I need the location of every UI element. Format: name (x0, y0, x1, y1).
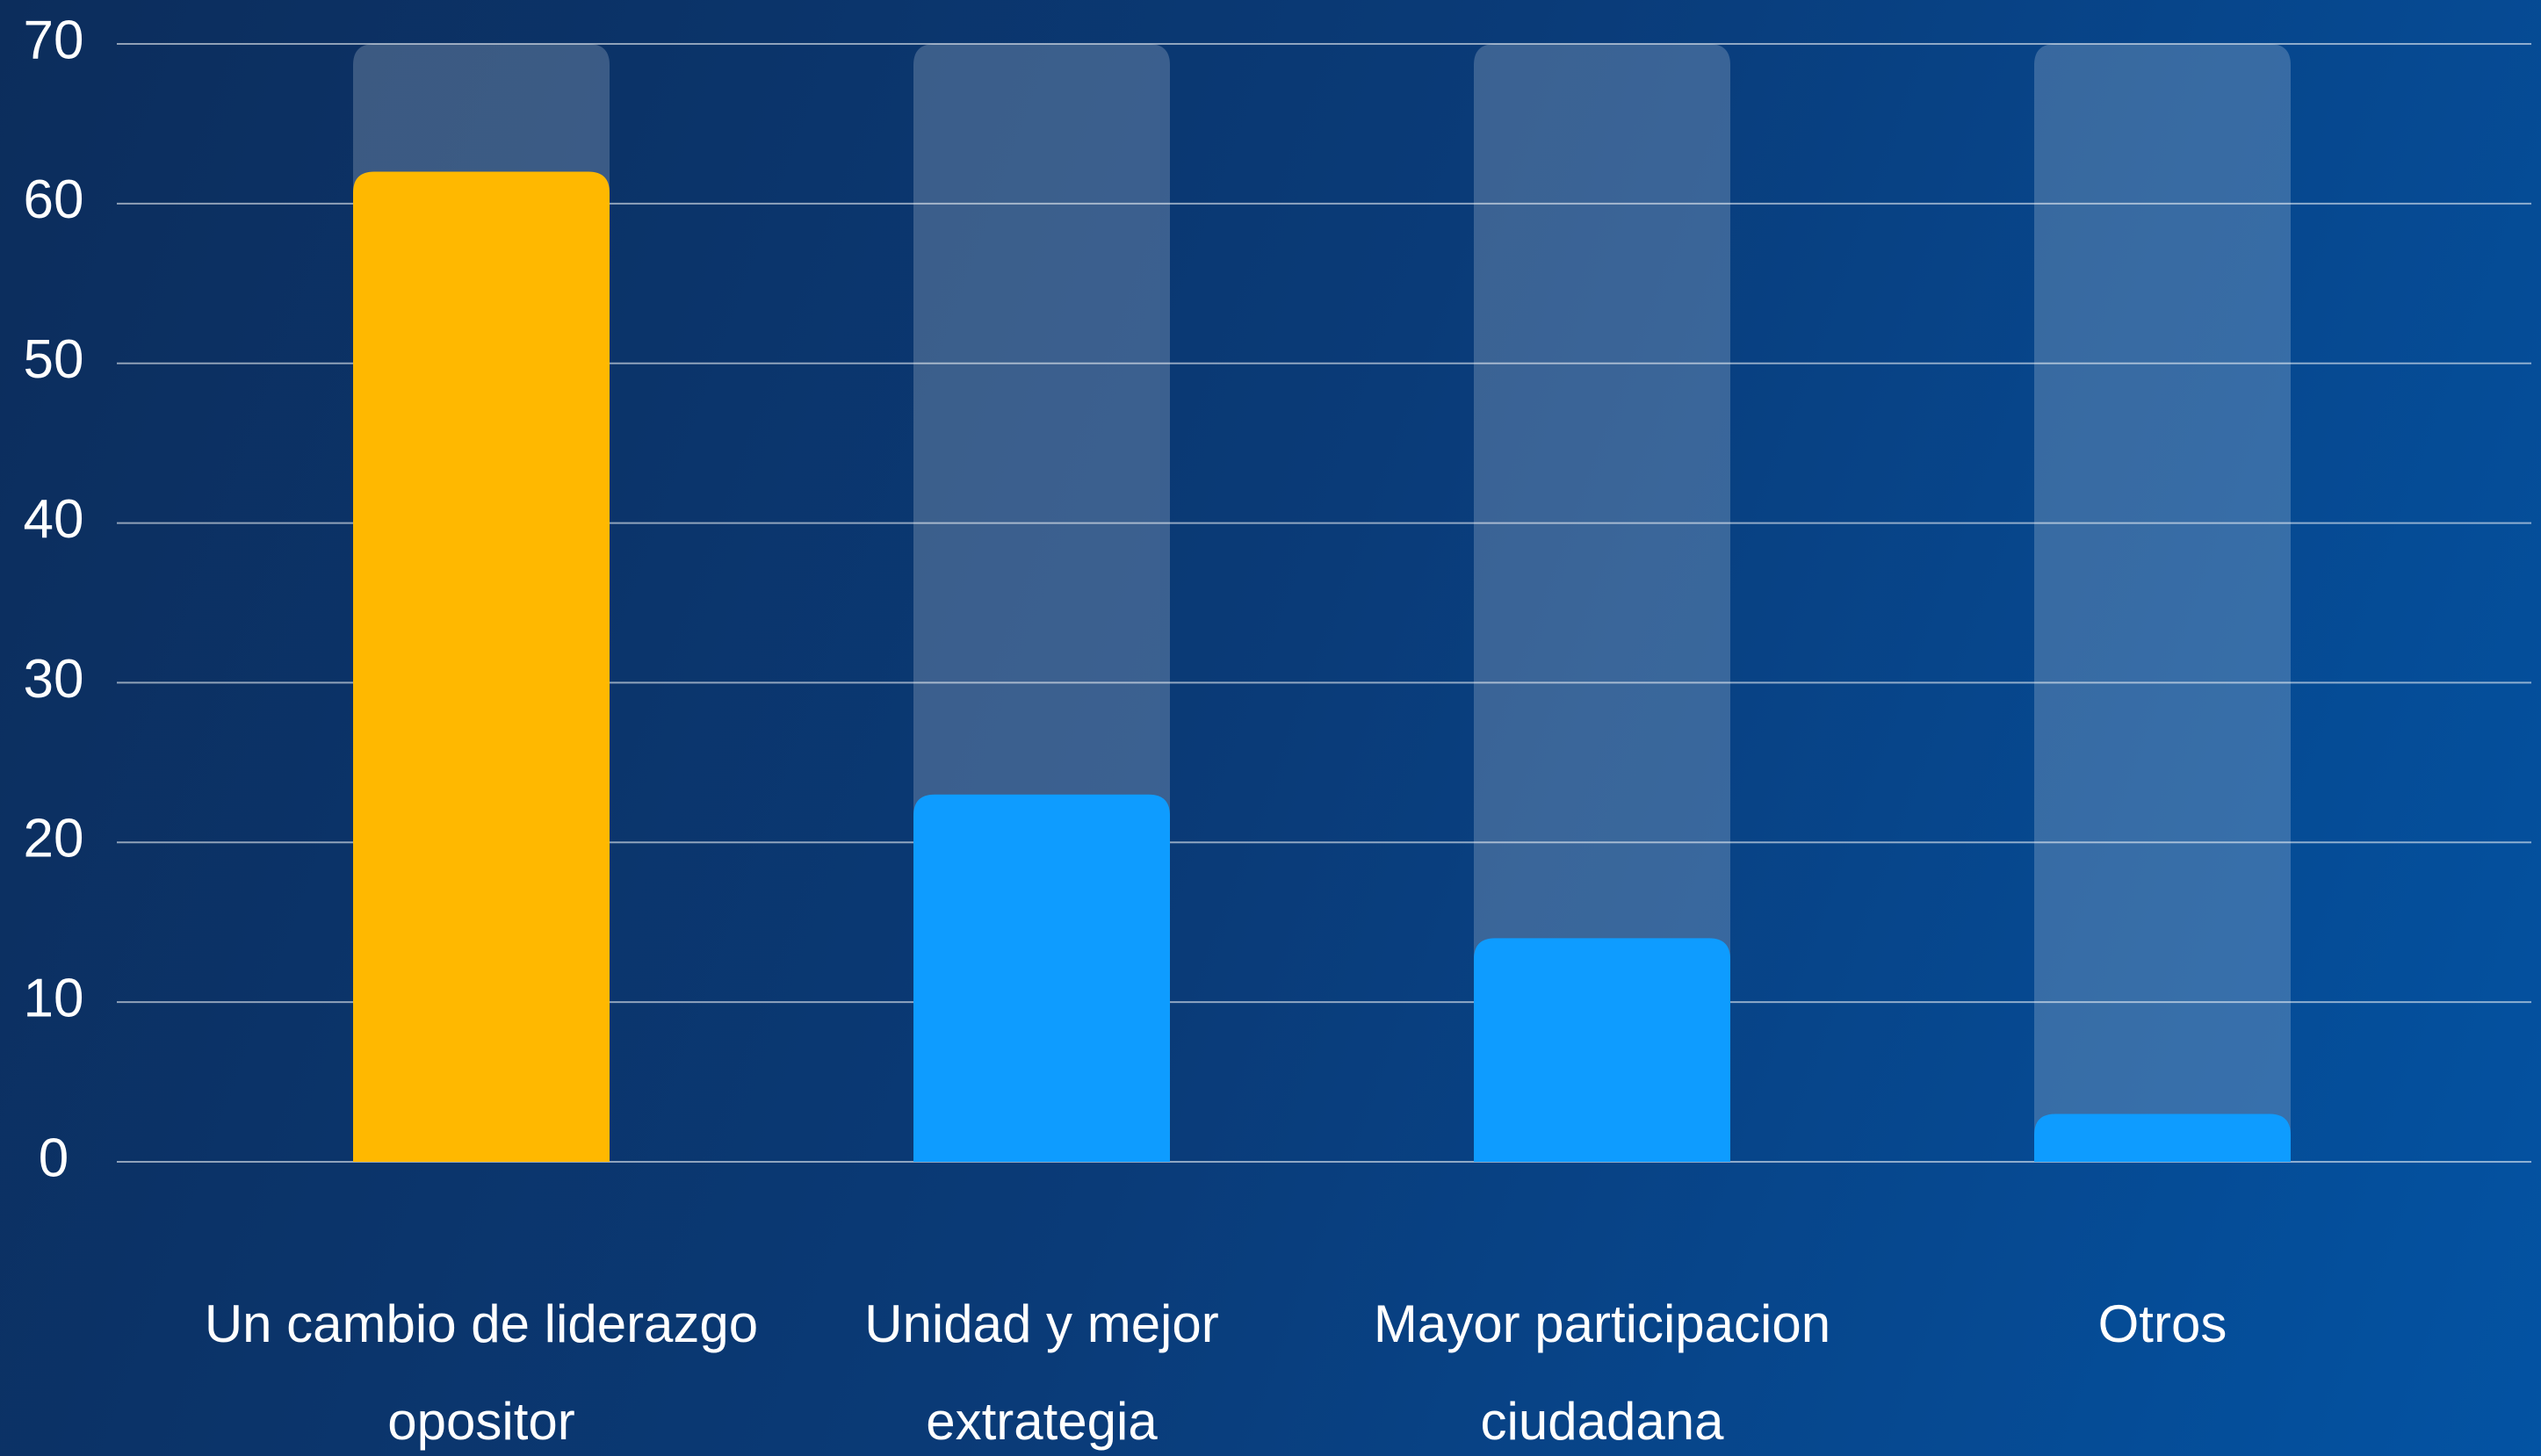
bar (2034, 1114, 2291, 1162)
bar (1474, 938, 1730, 1162)
bar (353, 171, 610, 1162)
x-tick-label: Un cambio de liderazgo opositor (204, 1294, 759, 1451)
y-tick-label: 0 (39, 1128, 69, 1188)
y-tick-label: 70 (24, 10, 84, 70)
y-tick-label: 60 (24, 169, 84, 230)
x-tick-label: Unidad y mejor extrategia (864, 1294, 1219, 1451)
y-tick-label: 30 (24, 649, 84, 710)
bar (913, 794, 1170, 1162)
y-tick-label: 20 (24, 809, 84, 869)
y-tick-label: 10 (24, 969, 84, 1029)
x-tick-label: Mayor participacion ciudadana (1373, 1294, 1831, 1451)
x-tick-label: Otros (2097, 1294, 2227, 1353)
bar-track (2034, 44, 2291, 1162)
y-tick-label: 50 (24, 329, 84, 390)
bar-track (1474, 44, 1730, 1162)
y-tick-label: 40 (24, 489, 84, 550)
